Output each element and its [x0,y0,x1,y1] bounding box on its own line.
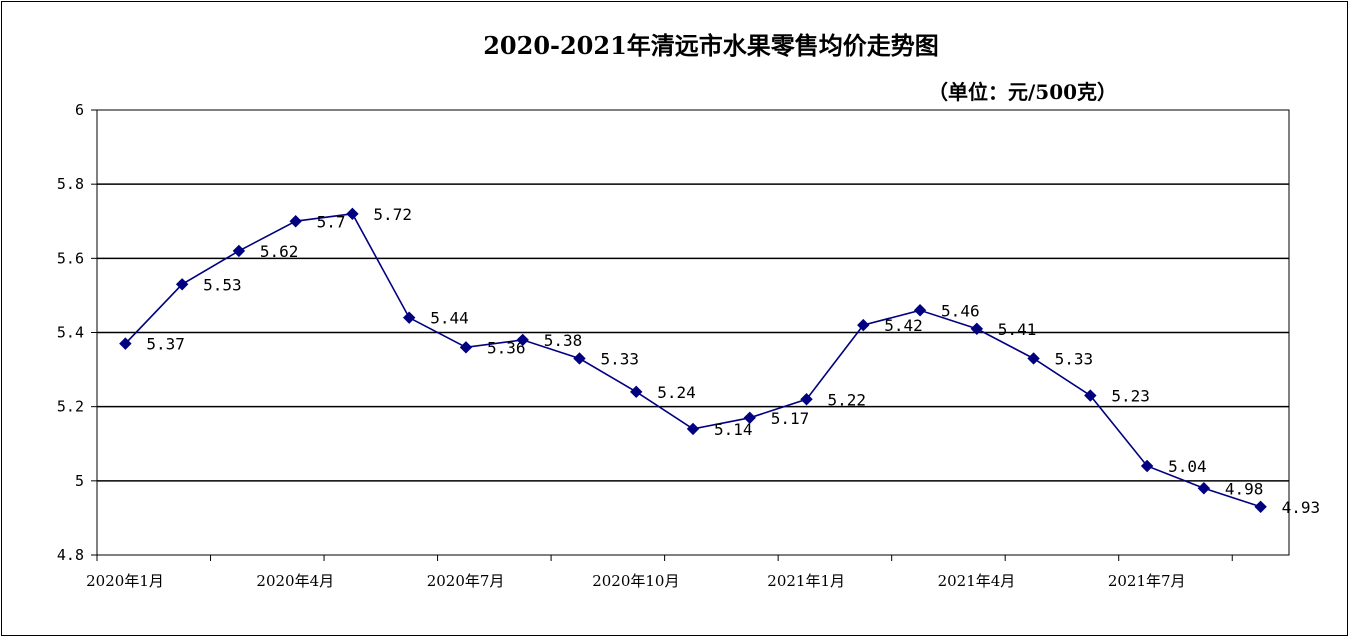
data-label: 5.37 [146,335,185,354]
data-label: 5.24 [657,383,696,402]
data-label: 5.23 [1111,387,1150,406]
data-point [516,333,529,347]
data-label: 5.04 [1168,457,1207,476]
data-point [175,278,189,291]
data-point [1140,459,1154,473]
data-point [459,341,473,354]
data-point [289,215,302,228]
data-label: 5.41 [998,320,1037,339]
data-point [232,244,246,258]
data-label: 5.72 [373,205,412,224]
x-tick-label: 2021年7月 [1108,572,1186,590]
y-tick-label: 6 [75,101,84,119]
data-point [630,385,643,399]
data-label: 5.38 [544,331,583,350]
data-point [402,311,416,324]
data-point [743,411,756,424]
y-tick-label: 5 [75,472,84,490]
data-label: 4.98 [1225,479,1264,498]
data-label: 5.36 [487,338,526,357]
data-point [1084,389,1097,402]
y-tick-label: 4.8 [57,546,84,564]
x-tick-label: 2021年1月 [767,572,845,590]
data-point [573,352,586,365]
x-tick-label: 2020年1月 [86,572,164,590]
data-point [913,304,927,317]
data-label: 5.33 [1055,349,1094,368]
chart-title: 2020-2021年清远市水果零售均价走势图 [483,31,939,60]
unit-label: （单位：元/500克） [928,80,1118,104]
data-label: 5.53 [203,275,242,294]
x-tick-label: 2020年7月 [427,572,505,590]
data-label: 5.22 [828,390,867,409]
data-label: 5.62 [260,242,299,261]
x-tick-label: 2020年10月 [592,572,679,590]
data-label: 5.17 [771,409,810,428]
data-point [800,393,813,406]
data-point [686,422,700,436]
data-label: 5.33 [600,349,639,368]
y-tick-label: 5.4 [57,324,84,342]
data-label: 5.46 [941,301,980,320]
data-label: 5.44 [430,309,469,328]
data-label: 5.7 [317,212,346,231]
data-point [1197,482,1211,495]
data-point [119,337,132,350]
x-tick-label: 2021年4月 [938,572,1016,590]
y-tick-label: 5.6 [57,249,84,267]
data-point [346,207,359,221]
x-tick-label: 2020年4月 [256,572,334,590]
data-label: 5.14 [714,420,753,439]
data-point [970,322,984,335]
data-label: 4.93 [1282,498,1321,517]
data-point [1254,500,1267,513]
data-point [1027,352,1040,365]
y-tick-label: 5.8 [57,175,84,193]
y-tick-label: 5.2 [57,398,84,416]
data-point [857,318,870,332]
data-label: 5.42 [884,316,923,335]
